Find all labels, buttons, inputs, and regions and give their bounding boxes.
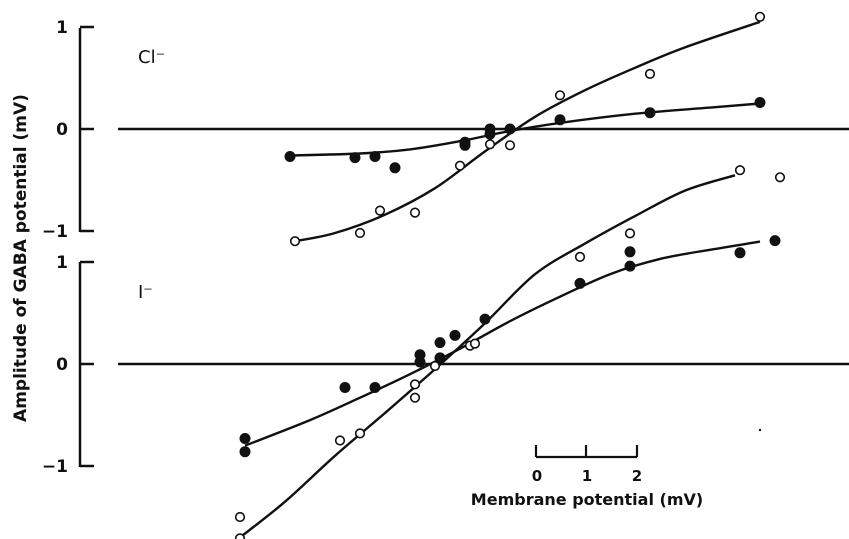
- y-tick-label: 1: [56, 253, 68, 273]
- scale-bar-tick-label: 2: [632, 467, 642, 485]
- panel-cl-label: Cl⁻: [138, 47, 165, 68]
- filled-fit-curve: [244, 240, 761, 447]
- y-tick-label: 1: [56, 18, 68, 38]
- open-data-point: [754, 11, 766, 22]
- open-data-point: [374, 205, 386, 216]
- open-data-point: [644, 68, 656, 79]
- open-data-point: [334, 435, 346, 446]
- filled-data-point: [239, 433, 251, 444]
- open-data-point: [234, 511, 246, 523]
- open-data-point: [554, 90, 566, 101]
- filled-data-point: [284, 151, 296, 162]
- open-data-point: [234, 533, 246, 539]
- filled-data-point: [369, 151, 381, 162]
- filled-data-point: [554, 114, 566, 126]
- open-data-point: [409, 392, 421, 403]
- y-tick-label: 0: [56, 355, 68, 375]
- open-data-point: [409, 379, 421, 390]
- y-tick-label: −1: [42, 457, 68, 477]
- filled-data-point: [339, 382, 351, 393]
- x-axis-label: Membrane potential (mV): [471, 490, 703, 509]
- filled-data-point: [484, 128, 496, 140]
- filled-data-point: [754, 97, 766, 108]
- open-data-point: [469, 338, 481, 349]
- panel-i-label: I⁻: [138, 282, 153, 303]
- scale-bar-tick-label: 1: [582, 467, 592, 485]
- open-data-point: [354, 428, 366, 439]
- filled-data-point: [769, 235, 781, 247]
- filled-data-point: [504, 123, 516, 135]
- panel-cl: Cl⁻ 1 0 −1: [42, 11, 849, 247]
- open-fit-curve: [239, 174, 736, 539]
- open-data-point: [734, 165, 746, 176]
- open-data-point: [774, 172, 786, 183]
- filled-data-point: [434, 337, 446, 349]
- open-data-point: [574, 251, 586, 262]
- open-data-point: [409, 207, 421, 218]
- filled-data-point: [479, 313, 491, 325]
- panel-i: I⁻ 1 0 −1: [42, 165, 849, 539]
- y-tick-label: 0: [56, 120, 68, 140]
- open-data-point: [484, 139, 496, 150]
- filled-data-point: [434, 352, 446, 364]
- filled-data-point: [459, 139, 471, 151]
- y-axis-label: Amplitude of GABA potential (mV): [11, 94, 31, 422]
- scale-bar-tick-label: 0: [532, 467, 542, 485]
- filled-data-point: [734, 247, 746, 259]
- open-data-point: [429, 360, 441, 372]
- open-data-point: [624, 228, 636, 239]
- filled-data-point: [389, 162, 401, 174]
- filled-data-point: [239, 446, 251, 458]
- open-data-point: [354, 227, 366, 239]
- open-data-point: [454, 160, 466, 171]
- open-fit-curve: [294, 20, 761, 243]
- filled-data-point: [369, 382, 381, 393]
- filled-data-point: [449, 329, 461, 341]
- filled-data-point: [414, 349, 426, 361]
- stray-dot: [758, 428, 762, 432]
- y-tick-label: −1: [42, 222, 68, 242]
- filled-data-point: [349, 152, 361, 164]
- scale-bar: 0 1 2: [532, 445, 642, 485]
- filled-data-point: [624, 260, 636, 272]
- open-data-point: [504, 140, 516, 151]
- filled-data-point: [624, 246, 636, 258]
- filled-data-point: [644, 107, 656, 119]
- filled-data-point: [574, 277, 586, 289]
- open-data-point: [289, 236, 301, 247]
